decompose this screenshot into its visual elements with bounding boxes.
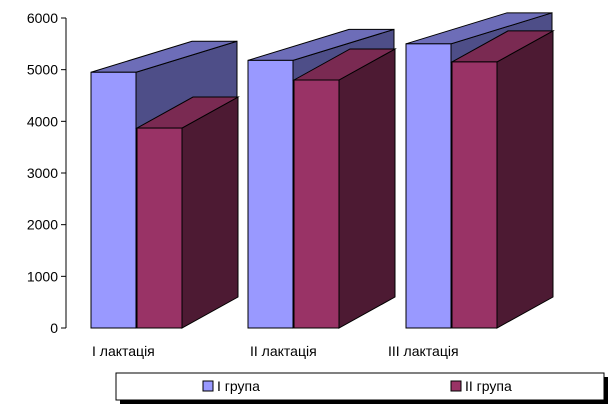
bar-side-group-2	[181, 96, 239, 329]
x-category-label: І лактація	[92, 343, 155, 359]
legend-box	[115, 372, 605, 401]
legend-swatch-group-1	[202, 380, 214, 392]
y-tick-label: 0	[50, 320, 58, 336]
y-tick-label: 3000	[27, 165, 58, 181]
x-category-label: ІІІ лактація	[388, 343, 459, 359]
y-tick-label: 5000	[27, 62, 58, 78]
bars-layer	[90, 12, 555, 329]
bar-group-1	[405, 43, 452, 329]
bar-group-1	[90, 71, 137, 329]
category-labels-layer: І лактація ІІ лактація ІІІ лактація	[92, 343, 459, 359]
bar-side-group-2	[338, 48, 396, 329]
legend-swatch-group-2	[450, 380, 462, 392]
legend-label-group-2: ІІ група	[465, 378, 512, 394]
x-category-label: ІІ лактація	[250, 343, 317, 359]
y-tick-label: 4000	[27, 113, 58, 129]
y-axis-layer: 0 1000 2000 3000 4000 5000 6000	[27, 10, 67, 336]
y-tick-label: 6000	[27, 10, 58, 26]
bar-side-group-2	[496, 30, 554, 329]
legend: І група ІІ група	[115, 372, 608, 404]
bar-group-2	[136, 127, 183, 329]
y-tick-label: 1000	[27, 268, 58, 284]
y-tick-label: 2000	[27, 217, 58, 233]
bar-group-2	[293, 79, 340, 329]
legend-label-group-1: І група	[217, 378, 260, 394]
bar-group-1	[247, 59, 294, 329]
bar-group-2	[451, 61, 498, 329]
